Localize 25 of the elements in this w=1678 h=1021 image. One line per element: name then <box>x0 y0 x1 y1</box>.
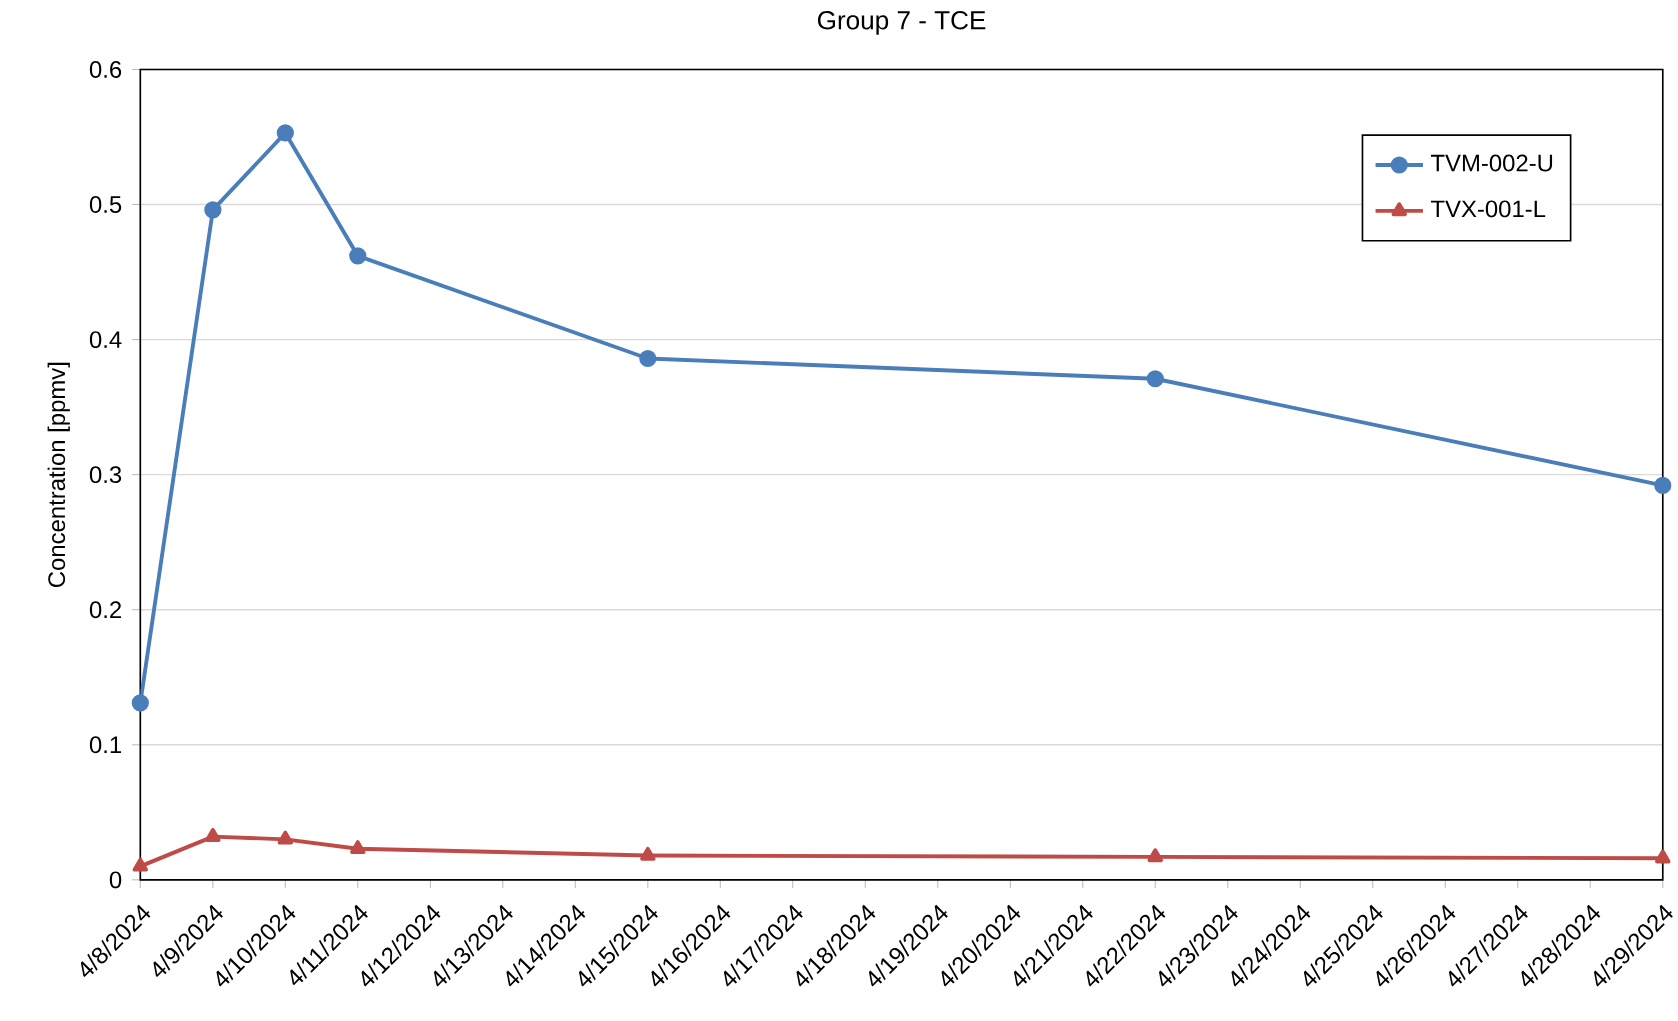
y-tick-label: 0.2 <box>89 601 121 619</box>
point <box>1147 848 1163 863</box>
point <box>1654 476 1672 494</box>
point <box>276 124 294 142</box>
y-tick-label: 0.4 <box>89 331 122 348</box>
point <box>640 846 656 861</box>
y-tick-label: 0.6 <box>89 60 122 78</box>
point <box>132 857 149 872</box>
point <box>205 827 221 842</box>
point <box>350 840 366 854</box>
legend-label: TVM-002-U <box>1430 154 1553 172</box>
point <box>204 201 222 219</box>
point <box>1655 849 1671 864</box>
point <box>277 830 294 845</box>
y-tick-label: 0.5 <box>89 195 122 213</box>
legend-label: TVX-001-L <box>1430 200 1546 218</box>
point <box>1146 370 1164 388</box>
y-tick-label: 0.1 <box>89 736 122 754</box>
y-tick-label: 0.3 <box>89 466 122 483</box>
point <box>349 247 367 265</box>
chart-title: Group 7 - TCE <box>817 10 986 35</box>
y-axis-title: Concentration [ppmv] <box>47 362 70 587</box>
y-tick-label: 0 <box>109 871 122 889</box>
point <box>131 694 149 712</box>
point <box>639 349 657 367</box>
